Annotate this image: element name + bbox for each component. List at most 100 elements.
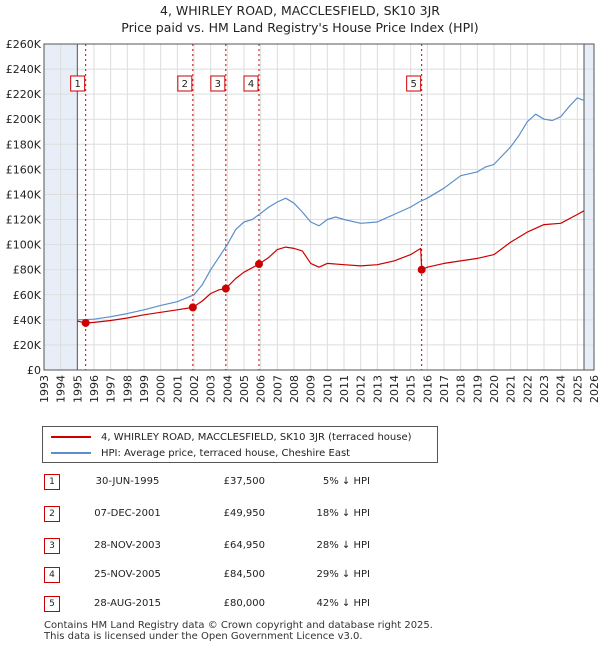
legend-swatch-property [51,436,91,438]
x-tick-label: 2013 [371,375,384,403]
sale-hpi-diff: 5% ↓ HPI [322,476,370,487]
sale-price: £64,950 [223,540,265,551]
x-tick-label: 2019 [471,375,484,403]
x-tick-label: 1994 [55,375,68,403]
x-tick-label: 2011 [338,375,351,403]
table-row: 3 28-NOV-2003 £64,950 28% ↓ HPI [0,538,600,556]
y-tick-label: £200K [6,113,42,126]
x-tick-label: 2025 [571,375,584,403]
chart-title: 4, WHIRLEY ROAD, MACCLESFIELD, SK10 3JR [160,3,440,18]
legend-label-property: 4, WHIRLEY ROAD, MACCLESFIELD, SK10 3JR … [101,431,412,443]
sale-point [81,318,90,327]
legend-item-property: 4, WHIRLEY ROAD, MACCLESFIELD, SK10 3JR … [51,430,412,444]
chart-subtitle: Price paid vs. HM Land Registry's House … [121,20,479,35]
sale-price: £80,000 [223,598,265,609]
sale-label-box [210,75,226,92]
x-tick-label: 2007 [271,375,284,403]
sale-label-box [70,75,86,92]
x-tick-label: 2012 [355,375,368,403]
footer-license: This data is licensed under the Open Gov… [44,631,363,642]
x-tick-label: 1998 [121,375,134,403]
sale-label-box [243,75,259,92]
table-row: 1 30-JUN-1995 £37,500 5% ↓ HPI [0,474,600,492]
sale-label-text: 4 [248,79,254,90]
legend-label-hpi: HPI: Average price, terraced house, Ches… [101,447,351,459]
sale-number-badge: 5 [44,596,60,612]
x-tick-label: 2001 [171,375,184,403]
sale-point [221,284,230,293]
hpi-line [77,97,585,321]
x-tick-label: 1999 [138,375,151,403]
sale-number-badge: 3 [44,538,60,554]
sale-number-badge: 4 [44,567,60,583]
plot-area [44,44,594,370]
chart-legend: 4, WHIRLEY ROAD, MACCLESFIELD, SK10 3JR … [42,426,438,463]
table-row: 2 07-DEC-2001 £49,950 18% ↓ HPI [0,506,600,524]
x-tick-label: 2006 [255,375,268,403]
y-tick-label: £20K [13,339,42,352]
sale-label-text: 1 [74,79,80,90]
sale-price: £37,500 [223,476,265,487]
sale-date: 30-JUN-1995 [95,476,160,487]
y-tick-label: £160K [6,163,42,176]
x-tick-label: 2016 [421,375,434,403]
sale-date: 28-AUG-2015 [93,598,162,609]
sale-number-badge: 1 [44,474,60,490]
x-tick-label: 1996 [88,375,101,403]
property-price-line [77,210,585,324]
plot-border [43,43,595,371]
sale-label-text: 3 [215,79,221,90]
sale-date: 28-NOV-2003 [94,540,161,551]
x-tick-label: 2004 [221,375,234,403]
y-tick-label: £120K [6,214,42,227]
sale-point [255,260,263,269]
sale-hpi-diff: 28% ↓ HPI [316,540,370,551]
x-tick-label: 2018 [455,375,468,403]
x-tick-label: 2000 [155,375,168,403]
y-tick-label: £40K [13,314,42,327]
x-tick-label: 1997 [105,375,118,403]
table-row: 5 28-AUG-2015 £80,000 42% ↓ HPI [0,596,600,614]
y-tick-label: £0 [27,364,41,377]
sale-label-text: 5 [410,79,416,90]
x-tick-label: 1993 [38,375,51,403]
x-tick-label: 2005 [238,375,251,403]
x-tick-label: 2021 [505,375,518,403]
x-tick-label: 2017 [438,375,451,403]
x-tick-label: 2014 [388,375,401,403]
y-tick-label: £260K [6,38,42,51]
y-tick-label: £140K [6,188,42,201]
x-tick-label: 1995 [71,375,84,403]
footer-copyright: Contains HM Land Registry data © Crown c… [44,620,433,631]
sale-date: 25-NOV-2005 [94,569,161,580]
sale-price: £49,950 [223,508,265,519]
x-tick-label: 2015 [405,375,418,403]
sale-hpi-diff: 42% ↓ HPI [316,598,370,609]
price-chart: £0 £20K £40K £60K £80K £100K £120K £140K £160K £1… [6,38,600,403]
x-tick-label: 2010 [321,375,334,403]
x-tick-label: 2026 [588,375,600,403]
x-tick-label: 2009 [305,375,318,403]
sale-label-box [406,75,422,92]
y-tick-label: £60K [13,289,42,302]
sale-hpi-diff: 29% ↓ HPI [316,569,370,580]
y-tick-label: £220K [6,88,42,101]
sale-number-badge: 2 [44,506,60,522]
x-tick-label: 2020 [488,375,501,403]
post-data-shade [584,44,594,370]
y-tick-label: £100K [6,239,42,252]
y-tick-label: £180K [6,138,42,151]
sale-label-box [177,75,193,92]
sale-date: 07-DEC-2001 [94,508,161,519]
legend-swatch-hpi [51,452,91,454]
sale-point [188,303,197,312]
x-tick-label: 2024 [555,375,568,403]
x-tick-label: 2008 [288,375,301,403]
x-tick-label: 2022 [521,375,534,403]
table-row: 4 25-NOV-2005 £84,500 29% ↓ HPI [0,567,600,585]
x-tick-label: 2002 [188,375,201,403]
legend-item-hpi: HPI: Average price, terraced house, Ches… [51,446,350,460]
x-tick-label: 2003 [205,375,218,403]
sale-price: £84,500 [223,569,265,580]
sale-point [417,265,426,274]
